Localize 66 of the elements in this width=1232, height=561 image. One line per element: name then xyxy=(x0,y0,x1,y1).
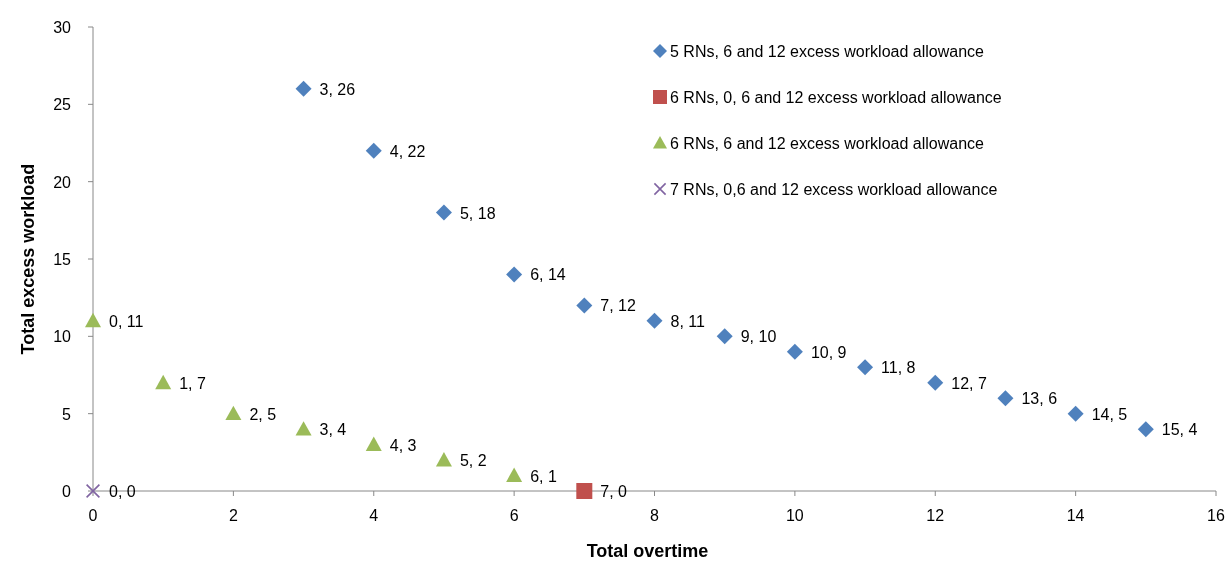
data-label: 10, 9 xyxy=(810,343,847,361)
point xyxy=(576,297,593,314)
data-label: 11, 8 xyxy=(881,359,916,377)
y-tick-label: 20 xyxy=(53,173,72,191)
data-label: 7, 0 xyxy=(600,483,628,500)
point xyxy=(85,483,101,499)
point xyxy=(786,343,803,360)
data-label: 1, 7 xyxy=(179,374,206,392)
point xyxy=(506,467,523,482)
data-label: 5, 18 xyxy=(459,204,496,222)
data-label: 5, 2 xyxy=(459,452,487,470)
point xyxy=(295,421,312,436)
data-label: 3, 4 xyxy=(319,421,347,439)
y-tick-label: 25 xyxy=(53,96,72,114)
data-label: 0, 0 xyxy=(109,483,136,500)
x-tick-label: 0 xyxy=(88,507,98,524)
point xyxy=(1067,405,1084,422)
data-label: 9, 10 xyxy=(740,328,777,346)
point xyxy=(646,312,663,329)
y-tick-label: 5 xyxy=(62,405,72,423)
data-label: 2, 5 xyxy=(249,405,277,423)
x-tick-label: 12 xyxy=(926,507,945,524)
point xyxy=(576,483,593,499)
legend-label: 5 RNs, 6 and 12 excess workload allowance xyxy=(670,43,985,60)
x-tick-label: 10 xyxy=(785,507,804,524)
point xyxy=(435,204,452,221)
x-tick-label: 16 xyxy=(1207,507,1225,524)
data-label: 4, 22 xyxy=(389,142,426,160)
data-label: 0, 11 xyxy=(109,312,144,330)
data-label: 4, 3 xyxy=(389,436,417,454)
point xyxy=(997,390,1014,407)
data-label: 7, 12 xyxy=(600,297,636,315)
point xyxy=(365,142,382,159)
point xyxy=(295,80,312,97)
data-label: 15, 4 xyxy=(1161,421,1198,439)
point xyxy=(716,328,733,345)
data-label: 6, 14 xyxy=(530,266,566,284)
x-tick-label: 2 xyxy=(228,507,238,524)
y-tick-label: 30 xyxy=(53,19,72,36)
data-label: 3, 26 xyxy=(319,80,356,98)
legend-label: 6 RNs, 0, 6 and 12 excess workload allowance xyxy=(670,89,1002,106)
data-label: 8, 11 xyxy=(670,312,705,330)
legend-label: 6 RNs, 6 and 12 excess workload allowance xyxy=(670,135,985,152)
legend-label: 7 RNs, 0,6 and 12 excess workload allowance xyxy=(670,181,998,198)
data-label: 6, 1 xyxy=(530,467,557,485)
x-tick-label: 14 xyxy=(1066,507,1085,524)
point xyxy=(857,359,874,376)
point xyxy=(365,436,382,451)
y-tick-label: 0 xyxy=(62,483,72,500)
data-label: 14, 5 xyxy=(1091,405,1128,423)
x-tick-label: 4 xyxy=(369,507,379,524)
point xyxy=(1137,421,1154,438)
y-tick-label: 15 xyxy=(53,251,72,268)
x-tick-label: 8 xyxy=(650,507,660,524)
y-tick-label: 10 xyxy=(53,328,72,346)
x-tick-label: 6 xyxy=(509,507,519,524)
point xyxy=(85,312,101,328)
point xyxy=(506,266,523,283)
data-label: 13, 6 xyxy=(1021,390,1058,408)
point xyxy=(927,374,944,391)
point xyxy=(155,374,172,390)
x-axis-title: Total overtime xyxy=(586,541,709,561)
point xyxy=(435,452,452,467)
data-label: 12, 7 xyxy=(951,374,987,392)
y-axis-title: Total excess workload xyxy=(18,163,38,355)
point xyxy=(225,405,242,421)
